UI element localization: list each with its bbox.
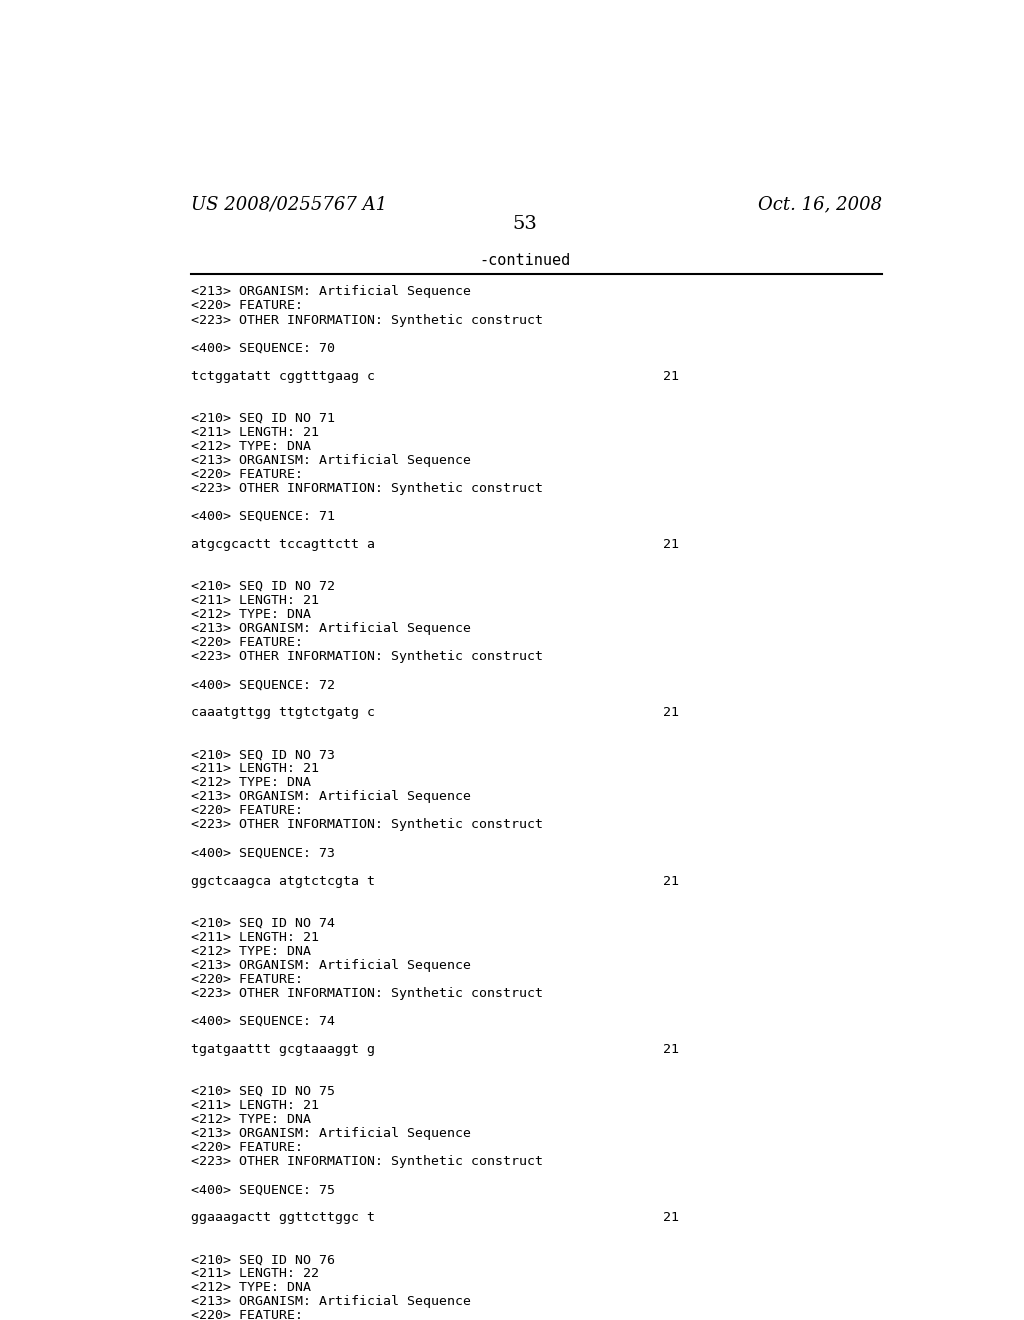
- Text: <223> OTHER INFORMATION: Synthetic construct: <223> OTHER INFORMATION: Synthetic const…: [191, 818, 544, 832]
- Text: <213> ORGANISM: Artificial Sequence: <213> ORGANISM: Artificial Sequence: [191, 454, 471, 467]
- Text: <211> LENGTH: 22: <211> LENGTH: 22: [191, 1267, 319, 1280]
- Text: <213> ORGANISM: Artificial Sequence: <213> ORGANISM: Artificial Sequence: [191, 958, 471, 972]
- Text: <400> SEQUENCE: 74: <400> SEQUENCE: 74: [191, 1015, 336, 1028]
- Text: <212> TYPE: DNA: <212> TYPE: DNA: [191, 1282, 311, 1295]
- Text: Oct. 16, 2008: Oct. 16, 2008: [758, 195, 882, 213]
- Text: US 2008/0255767 A1: US 2008/0255767 A1: [191, 195, 388, 213]
- Text: <211> LENGTH: 21: <211> LENGTH: 21: [191, 763, 319, 775]
- Text: <213> ORGANISM: Artificial Sequence: <213> ORGANISM: Artificial Sequence: [191, 622, 471, 635]
- Text: <210> SEQ ID NO 74: <210> SEQ ID NO 74: [191, 916, 336, 929]
- Text: <213> ORGANISM: Artificial Sequence: <213> ORGANISM: Artificial Sequence: [191, 285, 471, 298]
- Text: <400> SEQUENCE: 75: <400> SEQUENCE: 75: [191, 1183, 336, 1196]
- Text: <213> ORGANISM: Artificial Sequence: <213> ORGANISM: Artificial Sequence: [191, 1127, 471, 1140]
- Text: <210> SEQ ID NO 76: <210> SEQ ID NO 76: [191, 1253, 336, 1266]
- Text: tgatgaattt gcgtaaaggt g                                    21: tgatgaattt gcgtaaaggt g 21: [191, 1043, 680, 1056]
- Text: <223> OTHER INFORMATION: Synthetic construct: <223> OTHER INFORMATION: Synthetic const…: [191, 651, 544, 663]
- Text: <212> TYPE: DNA: <212> TYPE: DNA: [191, 776, 311, 789]
- Text: <210> SEQ ID NO 71: <210> SEQ ID NO 71: [191, 412, 336, 425]
- Text: <210> SEQ ID NO 75: <210> SEQ ID NO 75: [191, 1085, 336, 1098]
- Text: -continued: -continued: [479, 252, 570, 268]
- Text: <210> SEQ ID NO 72: <210> SEQ ID NO 72: [191, 579, 336, 593]
- Text: <400> SEQUENCE: 73: <400> SEQUENCE: 73: [191, 846, 336, 859]
- Text: <220> FEATURE:: <220> FEATURE:: [191, 1140, 303, 1154]
- Text: tctggatatt cggtttgaag c                                    21: tctggatatt cggtttgaag c 21: [191, 370, 680, 383]
- Text: <211> LENGTH: 21: <211> LENGTH: 21: [191, 426, 319, 438]
- Text: <220> FEATURE:: <220> FEATURE:: [191, 973, 303, 986]
- Text: <212> TYPE: DNA: <212> TYPE: DNA: [191, 945, 311, 958]
- Text: <223> OTHER INFORMATION: Synthetic construct: <223> OTHER INFORMATION: Synthetic const…: [191, 314, 544, 326]
- Text: ggaaagactt ggttcttggc t                                    21: ggaaagactt ggttcttggc t 21: [191, 1212, 680, 1224]
- Text: <400> SEQUENCE: 71: <400> SEQUENCE: 71: [191, 510, 336, 523]
- Text: <400> SEQUENCE: 70: <400> SEQUENCE: 70: [191, 342, 336, 355]
- Text: <210> SEQ ID NO 73: <210> SEQ ID NO 73: [191, 748, 336, 762]
- Text: <400> SEQUENCE: 72: <400> SEQUENCE: 72: [191, 678, 336, 692]
- Text: <220> FEATURE:: <220> FEATURE:: [191, 300, 303, 313]
- Text: <220> FEATURE:: <220> FEATURE:: [191, 636, 303, 649]
- Text: <220> FEATURE:: <220> FEATURE:: [191, 804, 303, 817]
- Text: caaatgttgg ttgtctgatg c                                    21: caaatgttgg ttgtctgatg c 21: [191, 706, 680, 719]
- Text: <220> FEATURE:: <220> FEATURE:: [191, 467, 303, 480]
- Text: <223> OTHER INFORMATION: Synthetic construct: <223> OTHER INFORMATION: Synthetic const…: [191, 482, 544, 495]
- Text: <212> TYPE: DNA: <212> TYPE: DNA: [191, 1113, 311, 1126]
- Text: <220> FEATURE:: <220> FEATURE:: [191, 1309, 303, 1320]
- Text: 53: 53: [512, 215, 538, 234]
- Text: <213> ORGANISM: Artificial Sequence: <213> ORGANISM: Artificial Sequence: [191, 791, 471, 804]
- Text: <212> TYPE: DNA: <212> TYPE: DNA: [191, 440, 311, 453]
- Text: atgcgcactt tccagttctt a                                    21: atgcgcactt tccagttctt a 21: [191, 539, 680, 550]
- Text: <211> LENGTH: 21: <211> LENGTH: 21: [191, 1100, 319, 1111]
- Text: <212> TYPE: DNA: <212> TYPE: DNA: [191, 609, 311, 620]
- Text: <223> OTHER INFORMATION: Synthetic construct: <223> OTHER INFORMATION: Synthetic const…: [191, 1155, 544, 1168]
- Text: <211> LENGTH: 21: <211> LENGTH: 21: [191, 931, 319, 944]
- Text: <223> OTHER INFORMATION: Synthetic construct: <223> OTHER INFORMATION: Synthetic const…: [191, 987, 544, 999]
- Text: <211> LENGTH: 21: <211> LENGTH: 21: [191, 594, 319, 607]
- Text: ggctcaagca atgtctcgta t                                    21: ggctcaagca atgtctcgta t 21: [191, 875, 680, 887]
- Text: <213> ORGANISM: Artificial Sequence: <213> ORGANISM: Artificial Sequence: [191, 1295, 471, 1308]
